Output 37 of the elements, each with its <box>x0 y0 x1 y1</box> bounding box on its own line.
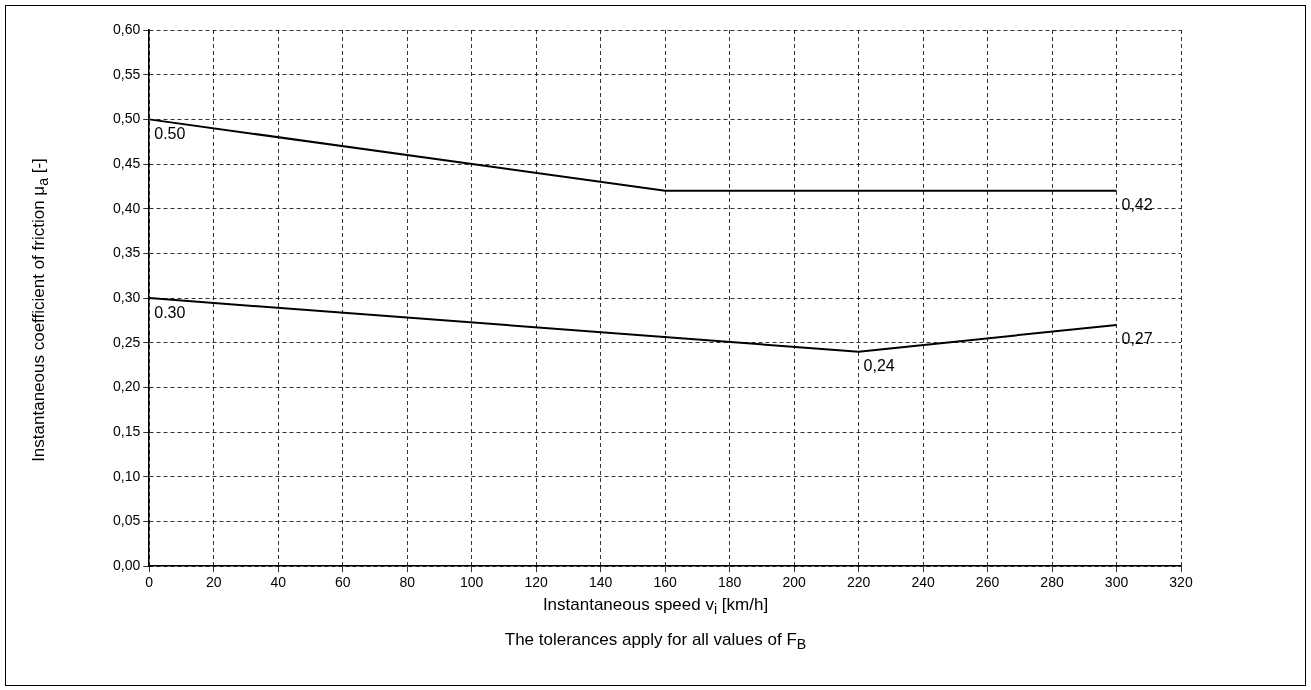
x-tick-label: 0 <box>145 574 154 591</box>
y-tick-label: 0,00 <box>113 557 141 574</box>
x-tick-label: 140 <box>588 574 613 591</box>
x-tick-label: 80 <box>399 574 416 591</box>
x-tick-label: 220 <box>846 574 871 591</box>
text: The tolerances apply for all values of F$_{B}$ <box>503 630 808 653</box>
annotation: 0,24 <box>863 357 895 375</box>
x-axis-title: Instantaneous speed v$_{i}$ [km/h] <box>541 595 770 618</box>
x-tick-label: 60 <box>334 574 351 591</box>
y-tick-label: 0,05 <box>113 512 141 529</box>
y-tick-label: 0,40 <box>113 199 141 216</box>
annotation: 0,27 <box>1121 330 1153 348</box>
x-tick-label: 280 <box>1040 574 1064 591</box>
x-tick-label: 160 <box>653 574 678 591</box>
x-tick-label: 180 <box>717 574 742 591</box>
x-tick-label: 240 <box>911 574 935 591</box>
x-tick-label: 260 <box>975 574 1000 591</box>
y-tick-label: 0,45 <box>113 154 141 171</box>
x-tick-label: 20 <box>205 574 222 591</box>
x-tick-label: 40 <box>270 574 287 591</box>
x-tick-label: 320 <box>1169 574 1193 591</box>
y-tick-label: 0,55 <box>113 65 141 82</box>
y-tick-label: 0,50 <box>113 110 141 127</box>
y-tick-label: 0,25 <box>113 333 141 350</box>
annotation: 0.30 <box>154 303 186 321</box>
x-tick-label: 120 <box>524 574 549 591</box>
annotation: 0.50 <box>154 124 186 142</box>
x-tick-label: 300 <box>1104 574 1129 591</box>
y-tick-label: 0,20 <box>113 378 141 395</box>
y-tick-label: 0,15 <box>113 423 141 440</box>
x-tick-label: 100 <box>459 574 484 591</box>
x-tick-label: 200 <box>782 574 806 591</box>
y-tick-label: 0,35 <box>113 244 141 261</box>
y-tick-label: 0,60 <box>113 20 141 37</box>
y-tick-label: 0,10 <box>113 467 141 484</box>
annotation: 0,42 <box>1121 196 1153 214</box>
y-tick-label: 0,30 <box>113 288 141 305</box>
